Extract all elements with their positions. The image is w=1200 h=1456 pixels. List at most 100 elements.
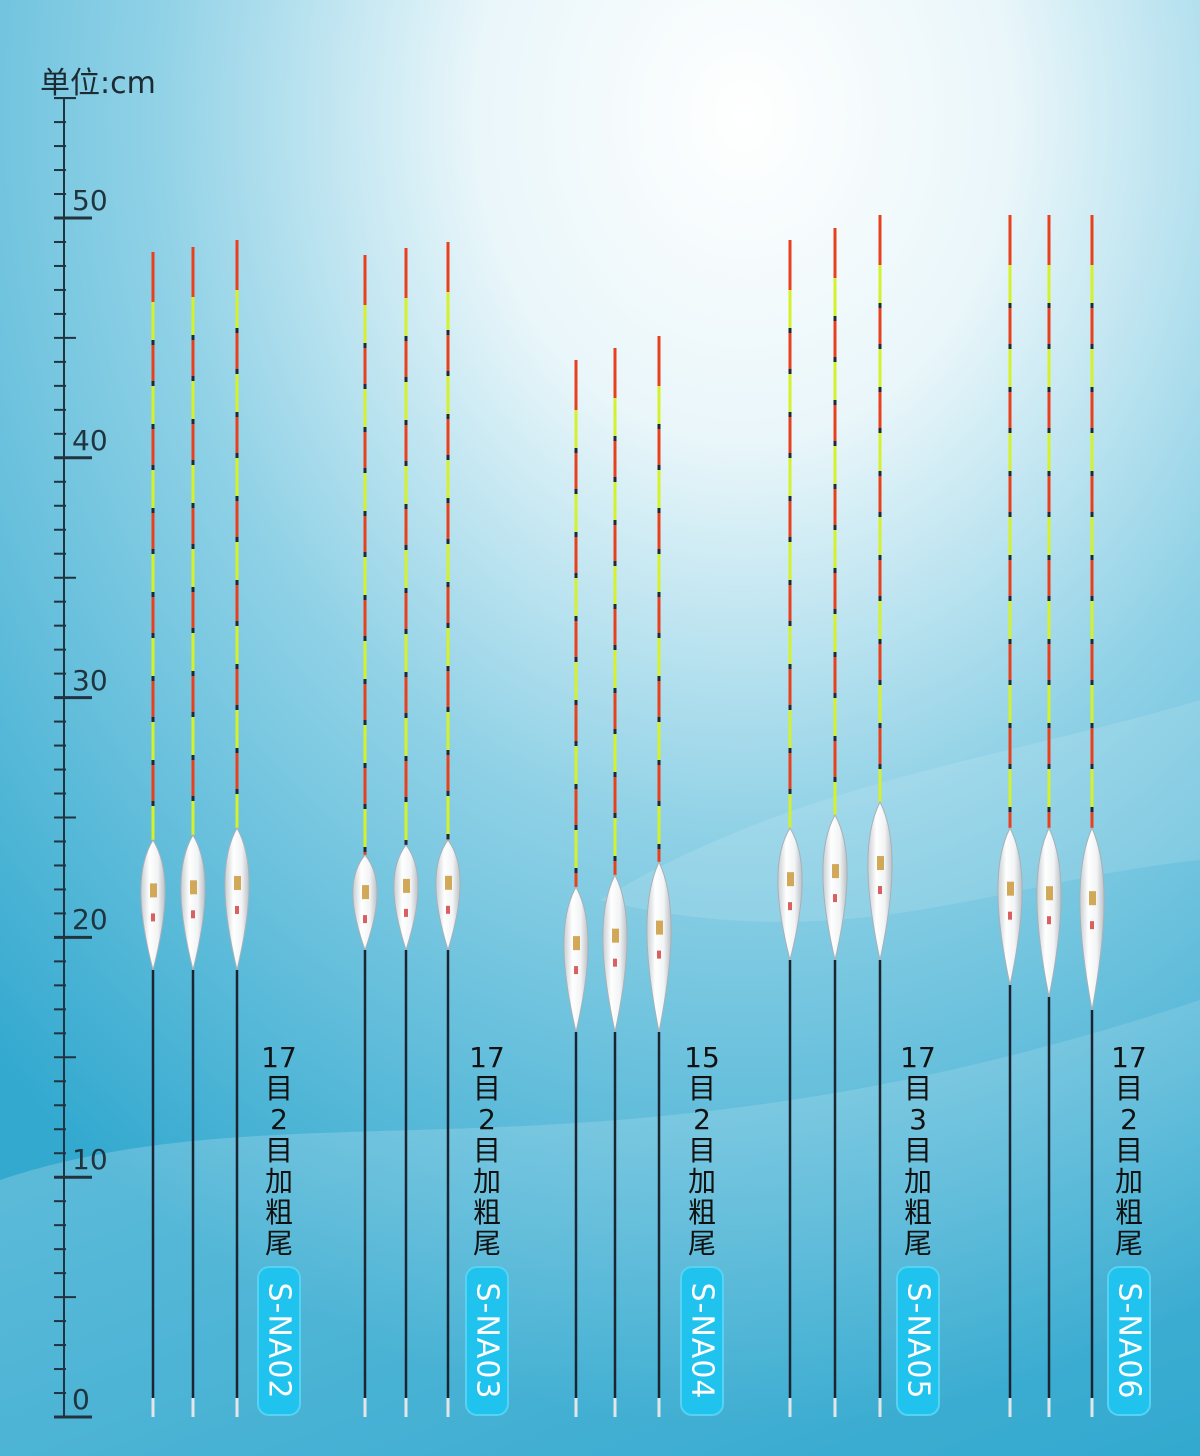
float-logo (234, 875, 241, 890)
fishing-float (224, 240, 250, 1417)
model-badge-text: S-NA05 (900, 1282, 936, 1400)
float-marking (574, 966, 578, 975)
spec-label: 17 目 3 目加粗尾 (898, 1042, 938, 1259)
float-body (1036, 826, 1062, 998)
fishing-float (997, 215, 1023, 1417)
spec-label-char: 粗 (1114, 1196, 1143, 1229)
spec-label-char: 2 (1120, 1103, 1138, 1136)
float-logo (1046, 886, 1053, 901)
float-marking (1008, 911, 1012, 920)
float-logo (1089, 891, 1096, 906)
model-badge-text: S-NA06 (1111, 1282, 1147, 1400)
spec-label-char: 目 (264, 1134, 293, 1167)
spec-label-char: 粗 (903, 1196, 932, 1229)
fishing-float (822, 228, 848, 1417)
float-marking (191, 910, 195, 919)
spec-label-char: 加 (687, 1165, 716, 1198)
fishing-float (435, 242, 461, 1417)
spec-label: 15 目 2 目加粗尾 (682, 1042, 722, 1259)
ruler-label: 0 (72, 1383, 90, 1416)
spec-label-char: 尾 (472, 1227, 501, 1260)
float-body (563, 885, 589, 1033)
fishing-float (393, 248, 419, 1417)
spec-label-char: 目 (1114, 1072, 1143, 1105)
spec-label-char: 17 (1111, 1041, 1147, 1074)
unit-label: 单位:cm (40, 66, 156, 101)
fishing-float (602, 348, 628, 1417)
spec-label-char: 目 (687, 1072, 716, 1105)
spec-label-char: 加 (1114, 1165, 1143, 1198)
spec-label-char: 3 (909, 1103, 927, 1136)
float-marking (613, 958, 617, 967)
float-logo (832, 864, 839, 879)
fishing-float (1079, 215, 1105, 1417)
spec-label-char: 尾 (1114, 1227, 1143, 1260)
float-marking (1047, 916, 1051, 925)
spec-label-char: 尾 (687, 1227, 716, 1260)
spec-label-char: 目 (472, 1134, 501, 1167)
model-badge: S-NA06 (1107, 1266, 1151, 1416)
float-logo (190, 880, 197, 895)
float-marking (151, 913, 155, 922)
model-badge-text: S-NA02 (261, 1282, 297, 1400)
spec-label-char: 2 (693, 1103, 711, 1136)
float-body (867, 800, 893, 961)
model-badge: S-NA02 (257, 1266, 301, 1416)
fishing-float (1036, 215, 1062, 1417)
spec-label-char: 2 (478, 1103, 496, 1136)
fishing-float (867, 215, 893, 1417)
float-body (997, 826, 1023, 986)
float-logo (612, 928, 619, 943)
fishing-float (646, 336, 672, 1417)
float-body (822, 813, 848, 961)
fishing-float (140, 252, 166, 1417)
spec-label-char: 加 (903, 1165, 932, 1198)
float-body (393, 844, 419, 952)
spec-label-char: 粗 (687, 1196, 716, 1229)
float-body (352, 854, 378, 952)
model-badge: S-NA03 (465, 1266, 509, 1416)
spec-label-char: 目 (903, 1134, 932, 1167)
ruler-label: 30 (72, 663, 108, 697)
spec-label-char: 2 (270, 1103, 288, 1136)
fishing-float (563, 360, 589, 1417)
fishing-float (352, 255, 378, 1417)
float-body (435, 839, 461, 952)
float-body (777, 827, 803, 961)
spec-label-char: 17 (469, 1041, 505, 1074)
fishing-float (777, 240, 803, 1417)
model-badge: S-NA05 (896, 1266, 940, 1416)
model-badge-text: S-NA04 (684, 1282, 720, 1400)
ruler-label: 20 (72, 903, 108, 937)
float-body (180, 834, 206, 971)
float-logo (1007, 881, 1014, 896)
spec-label-char: 目 (903, 1072, 932, 1105)
float-logo (150, 883, 157, 898)
float-logo (787, 872, 794, 887)
float-marking (363, 915, 367, 924)
spec-label: 17 目 2 目加粗尾 (259, 1042, 299, 1259)
fishing-float (180, 247, 206, 1417)
spec-label-char: 粗 (264, 1196, 293, 1229)
spec-label-char: 尾 (264, 1227, 293, 1260)
ruler-label: 10 (72, 1143, 108, 1177)
spec-label-char: 加 (264, 1165, 293, 1198)
spec-label: 17 目 2 目加粗尾 (1109, 1042, 1149, 1259)
spec-label-char: 尾 (903, 1227, 932, 1260)
float-marking (878, 886, 882, 895)
spec-label-char: 粗 (472, 1196, 501, 1229)
float-body (646, 860, 672, 1033)
float-logo (573, 936, 580, 951)
float-body (140, 839, 166, 971)
float-marking (446, 905, 450, 914)
float-logo (362, 885, 369, 900)
model-badge-text: S-NA03 (469, 1282, 505, 1400)
float-body (224, 826, 250, 971)
float-marking (1090, 921, 1094, 930)
spec-label-char: 17 (900, 1041, 936, 1074)
spec-label-char: 加 (472, 1165, 501, 1198)
ruler-label: 40 (72, 423, 108, 457)
spec-label-char: 目 (1114, 1134, 1143, 1167)
spec-label-char: 15 (684, 1041, 720, 1074)
